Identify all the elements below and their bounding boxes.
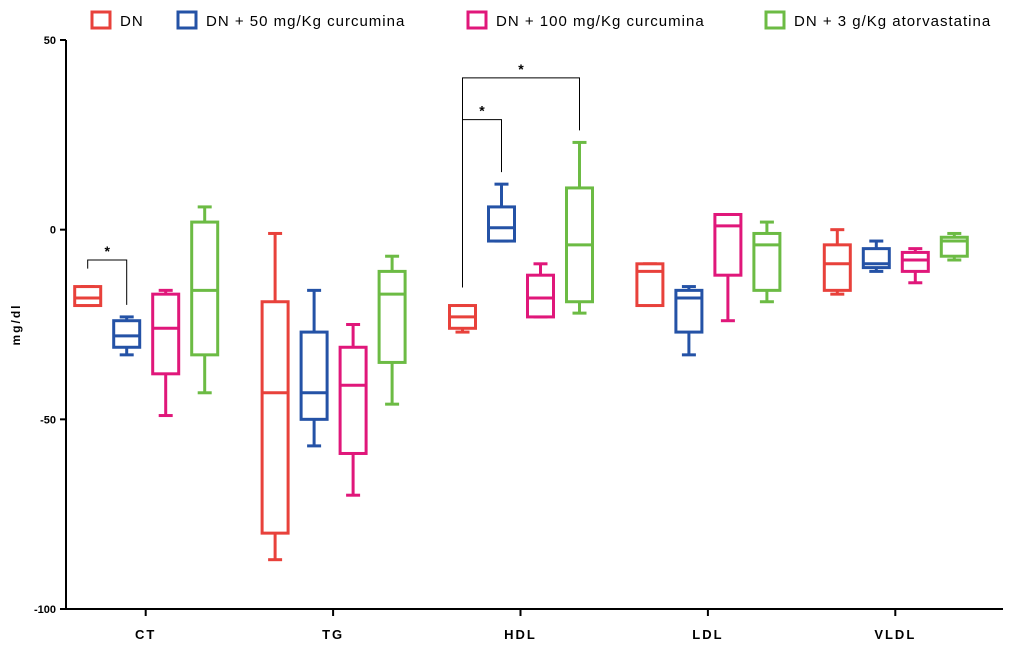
box-2-1 xyxy=(338,323,368,497)
legend-label: DN + 100 mg/Kg curcumina xyxy=(496,13,705,30)
box-3-0 xyxy=(190,205,220,395)
bracket-line xyxy=(462,119,502,288)
significance-bracket: * xyxy=(462,103,502,288)
x-tick-label: VLDL xyxy=(874,627,916,642)
box-iqr xyxy=(822,243,852,292)
box-iqr xyxy=(900,250,930,273)
box-0-0 xyxy=(73,285,103,308)
box-iqr xyxy=(487,205,516,243)
legend: DN DN + 50 mg/Kg curcumina DN + 100 mg/Kg … xyxy=(90,10,991,30)
box-1-4 xyxy=(861,239,891,273)
significance-star: * xyxy=(479,103,485,119)
significance-bracket: * xyxy=(462,61,580,288)
box-2-3 xyxy=(713,212,743,323)
box-iqr xyxy=(190,220,220,357)
y-tick-label: -50 xyxy=(40,414,56,426)
x-tick-label: LDL xyxy=(692,627,723,642)
box-iqr xyxy=(260,300,290,535)
box-iqr xyxy=(73,285,103,308)
box-iqr xyxy=(377,269,407,364)
axes: 50 0 -50 -100 mg/dl CT TG HDL LDL VLDL xyxy=(9,35,1003,642)
box-iqr xyxy=(752,231,782,292)
box-0-1 xyxy=(260,231,290,562)
box-3-3 xyxy=(752,220,782,304)
legend-swatch xyxy=(90,10,112,30)
box-iqr xyxy=(338,345,368,455)
legend-swatch xyxy=(764,10,786,30)
annotations: * * * xyxy=(87,61,580,305)
legend-swatch xyxy=(176,10,198,30)
x-tick-label: CT xyxy=(135,627,156,642)
box-3-2 xyxy=(565,140,594,315)
box-1-3 xyxy=(674,285,704,357)
box-2-4 xyxy=(900,247,930,285)
box-2-2 xyxy=(526,262,555,319)
x-tick-label: TG xyxy=(322,627,344,642)
significance-star: * xyxy=(104,243,110,259)
y-tick-label: 0 xyxy=(50,225,56,237)
legend-label: DN xyxy=(120,13,144,30)
y-axis-title: mg/dl xyxy=(9,304,23,346)
y-tick-label: 50 xyxy=(44,35,56,47)
box-1-0 xyxy=(112,315,142,357)
box-0-3 xyxy=(635,262,665,308)
legend-swatch xyxy=(466,10,488,30)
box-0-4 xyxy=(822,228,852,296)
box-iqr xyxy=(299,330,329,421)
bracket-line xyxy=(87,259,128,305)
legend-label: DN + 3 g/Kg atorvastatina xyxy=(794,13,991,30)
box-1-1 xyxy=(299,288,329,448)
significance-star: * xyxy=(518,61,524,77)
box-iqr xyxy=(713,212,743,277)
box-1-2 xyxy=(487,182,516,243)
box-iqr xyxy=(112,319,142,349)
box-3-4 xyxy=(939,231,969,262)
bracket-line xyxy=(462,77,580,288)
box-3-1 xyxy=(377,254,407,406)
y-tick-label: -100 xyxy=(34,604,56,616)
box-0-2 xyxy=(448,304,477,334)
significance-bracket: * xyxy=(87,243,128,305)
box-iqr xyxy=(151,292,181,376)
x-tick-label: HDL xyxy=(504,627,537,642)
box-iqr xyxy=(526,273,555,319)
legend-label: DN + 50 mg/Kg curcumina xyxy=(206,13,405,30)
boxes xyxy=(73,140,969,562)
box-2-0 xyxy=(151,288,181,418)
